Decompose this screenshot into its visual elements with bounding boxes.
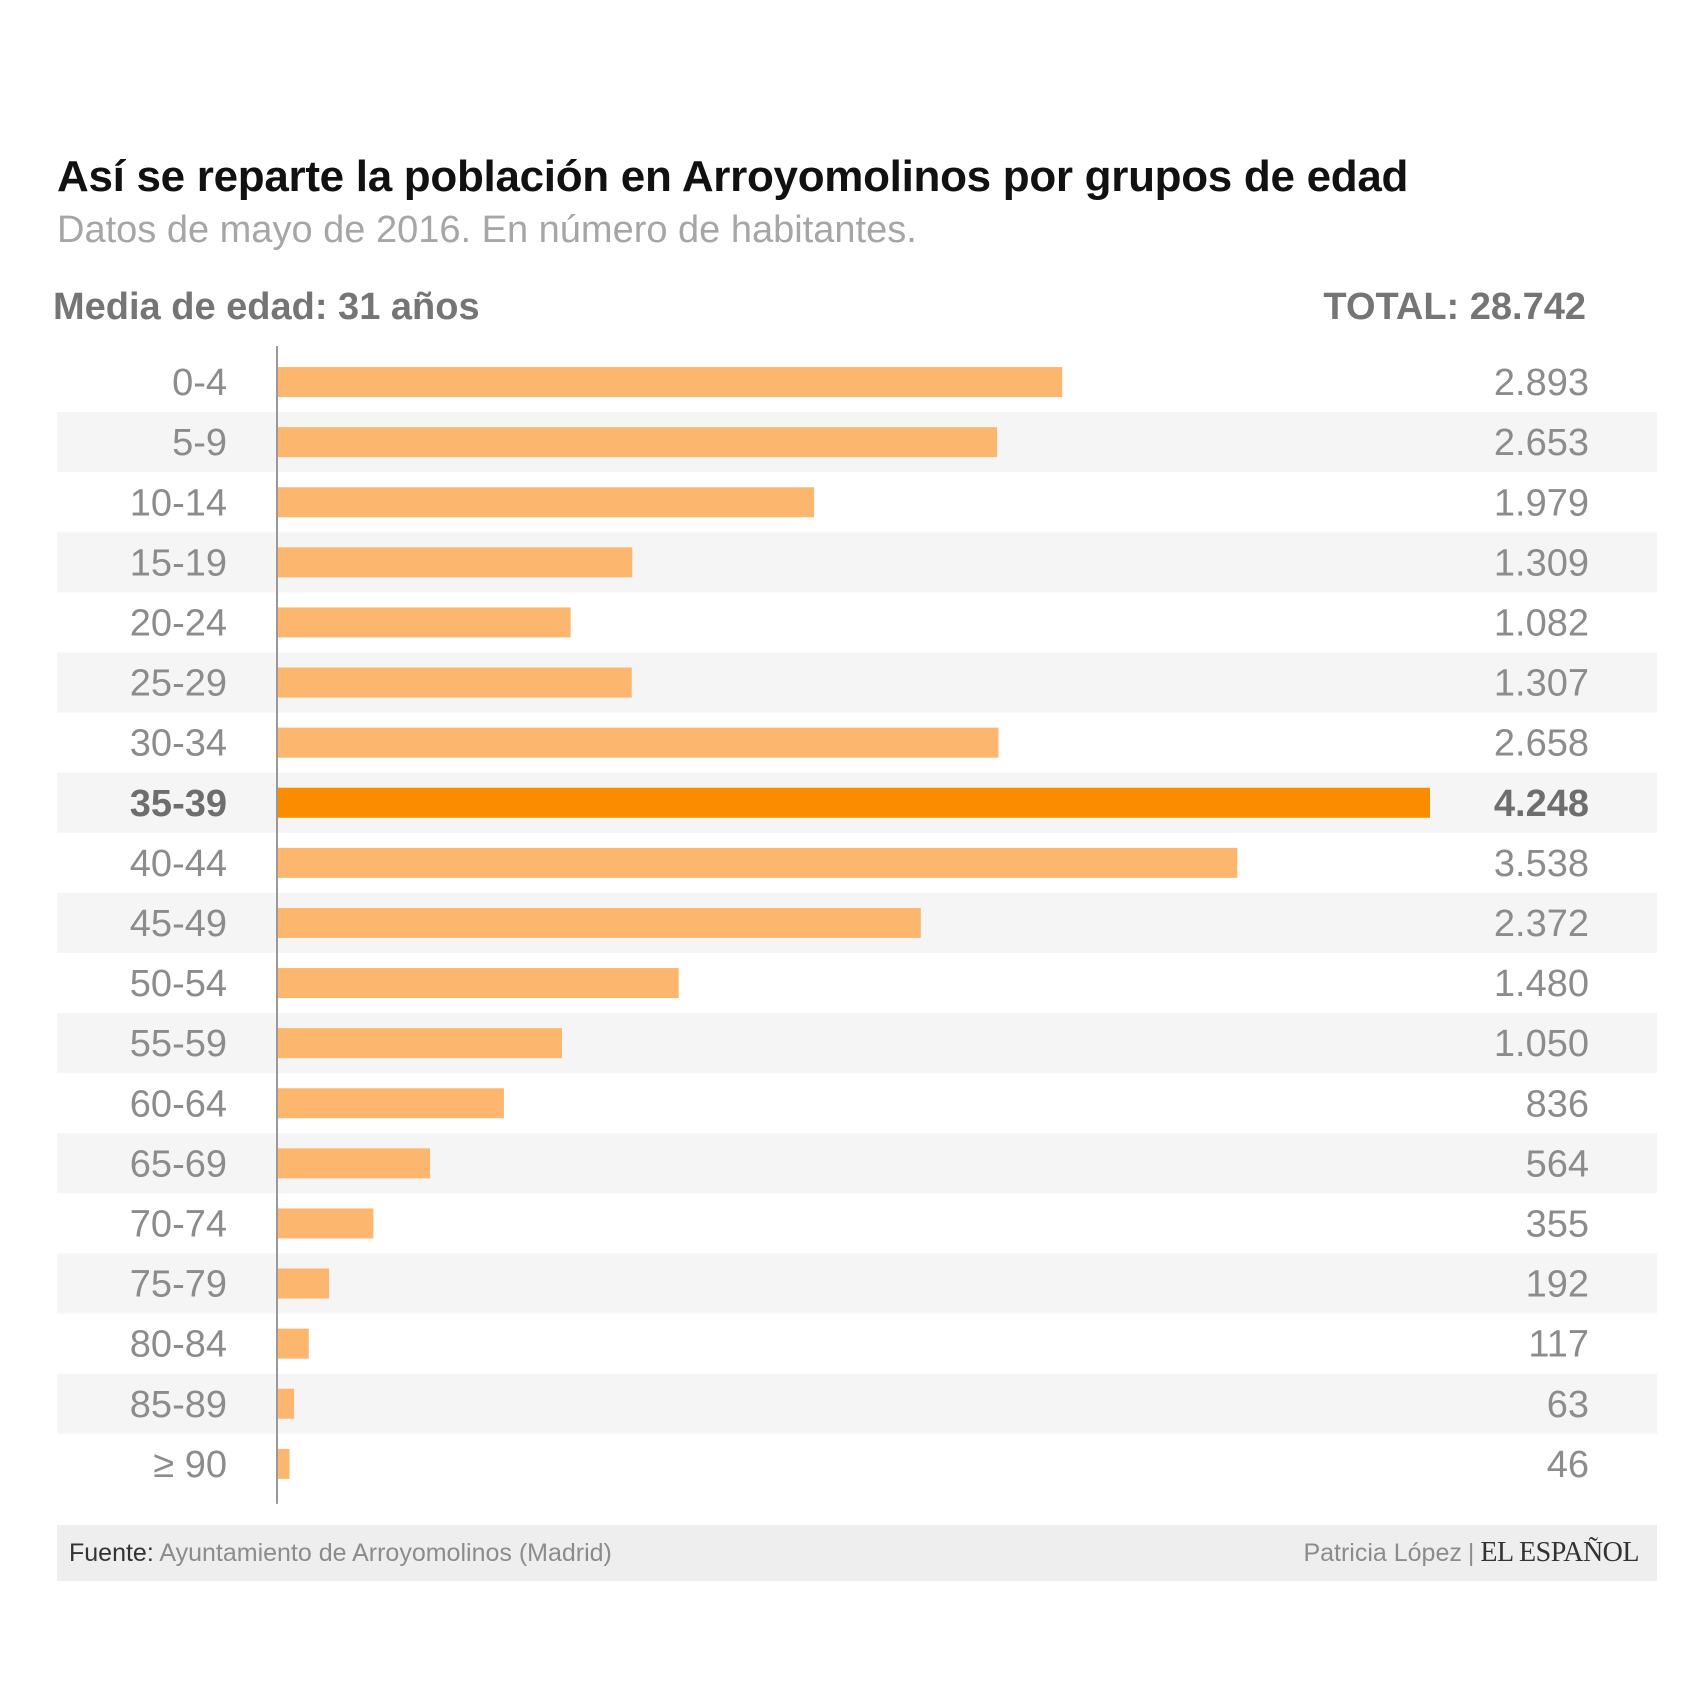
bar-25-29 [277,667,632,698]
bar-50-54 [277,968,679,999]
bar-85-89 [277,1388,295,1419]
footer-bar: Fuente: Ayuntamiento de Arroyomolinos (M… [57,1525,1657,1581]
category-label: 25-29 [130,663,227,705]
value-label: 2.653 [1494,422,1589,464]
value-label: 564 [1526,1143,1589,1185]
bar-5-9 [277,427,998,458]
source-text: Ayuntamiento de Arroyomolinos (Madrid) [159,1539,612,1567]
category-label: 70-74 [130,1203,227,1245]
value-label: 1.307 [1494,663,1589,705]
category-label: 35-39 [130,783,227,825]
author-name: Patricia López [1303,1539,1462,1567]
bar-35-39 [277,787,1430,818]
value-label: 1.082 [1494,602,1589,644]
bar-45-49 [277,907,921,938]
category-label: 45-49 [130,903,227,945]
source-label: Fuente: [69,1539,154,1567]
category-label: 60-64 [130,1083,227,1125]
bar-15-19 [277,547,633,578]
bar-40-44 [277,847,1238,878]
bar-60-64 [277,1088,504,1119]
category-label: 55-59 [130,1023,227,1065]
bar-20-24 [277,607,571,638]
category-label: 20-24 [130,602,227,644]
category-label: 30-34 [130,723,227,765]
bar-80-84 [277,1328,309,1359]
value-label: 1.309 [1494,542,1589,584]
category-label: 75-79 [130,1264,227,1306]
chart-title: Así se reparte la población en Arroyomol… [57,152,1409,201]
value-label: 192 [1526,1264,1589,1306]
value-label: 1.979 [1494,482,1589,524]
bar-75-79 [277,1268,330,1299]
value-label: 2.893 [1494,362,1589,404]
category-label: ≥ 90 [153,1444,227,1486]
value-label: 836 [1526,1083,1589,1125]
category-label: 65-69 [130,1143,227,1185]
value-label: 117 [1528,1324,1589,1366]
category-label: 10-14 [130,482,227,524]
bar-30-34 [277,727,999,758]
category-label: 50-54 [130,963,227,1005]
bar-65-69 [277,1148,431,1179]
row-stripe [57,1373,1657,1434]
category-label: 15-19 [130,542,227,584]
source-line: Fuente: Ayuntamiento de Arroyomolinos (M… [69,1539,612,1568]
category-label: 5-9 [172,422,227,464]
bar-chart: 0-4 2.893 5-9 2.653 10-14 1.979 15-19 1.309 20-2… [57,346,1657,1504]
category-label: 40-44 [130,843,227,885]
value-label: 63 [1547,1384,1589,1426]
value-label: 1.050 [1494,1023,1589,1065]
category-label: 85-89 [130,1384,227,1426]
bar-10-14 [277,487,815,518]
bar-0-4 [277,367,1063,398]
brand-logo: EL ESPAÑOL [1480,1537,1639,1568]
average-age-label: Media de edad: 31 años [53,286,480,328]
value-label: 2.372 [1494,903,1589,945]
bar-55-59 [277,1028,562,1059]
value-label: 46 [1547,1444,1589,1486]
value-label: 1.480 [1494,963,1589,1005]
total-label: TOTAL: 28.742 [1323,286,1586,328]
value-label: 4.248 [1494,783,1589,825]
chart-subtitle: Datos de mayo de 2016. En número de habi… [57,209,917,251]
bar-70-74 [277,1208,374,1239]
category-label: 80-84 [130,1324,227,1366]
bar--90 [277,1448,290,1479]
credit-separator: | [1467,1539,1475,1567]
value-label: 3.538 [1494,843,1589,885]
value-label: 355 [1526,1203,1589,1245]
category-label: 0-4 [172,362,227,404]
credit-line: Patricia López | EL ESPAÑOL [1303,1537,1639,1569]
value-label: 2.658 [1494,723,1589,765]
